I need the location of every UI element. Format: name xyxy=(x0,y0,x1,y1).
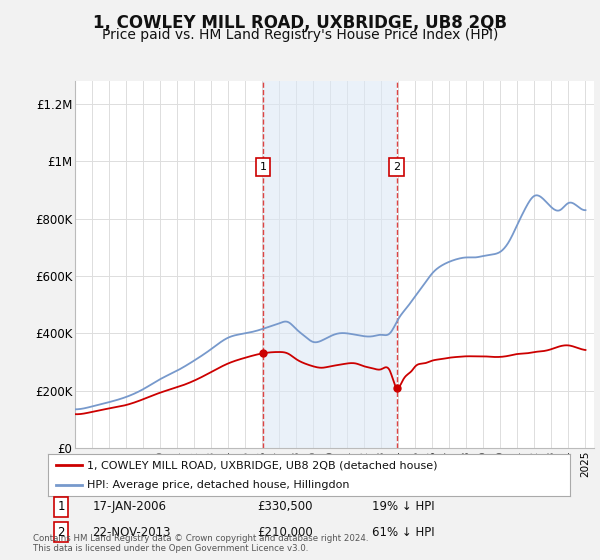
Text: 1: 1 xyxy=(58,500,65,513)
Text: HPI: Average price, detached house, Hillingdon: HPI: Average price, detached house, Hill… xyxy=(87,480,350,489)
Text: 2: 2 xyxy=(58,526,65,539)
Text: 61% ↓ HPI: 61% ↓ HPI xyxy=(371,526,434,539)
Text: 22-NOV-2013: 22-NOV-2013 xyxy=(92,526,171,539)
Bar xyxy=(263,81,397,448)
Text: Price paid vs. HM Land Registry's House Price Index (HPI): Price paid vs. HM Land Registry's House … xyxy=(102,28,498,42)
Text: £330,500: £330,500 xyxy=(257,500,313,513)
Text: 1: 1 xyxy=(260,162,266,172)
Text: 1, COWLEY MILL ROAD, UXBRIDGE, UB8 2QB (detached house): 1, COWLEY MILL ROAD, UXBRIDGE, UB8 2QB (… xyxy=(87,460,437,470)
Text: 19% ↓ HPI: 19% ↓ HPI xyxy=(371,500,434,513)
Text: 1, COWLEY MILL ROAD, UXBRIDGE, UB8 2QB: 1, COWLEY MILL ROAD, UXBRIDGE, UB8 2QB xyxy=(93,14,507,32)
Text: Contains HM Land Registry data © Crown copyright and database right 2024.
This d: Contains HM Land Registry data © Crown c… xyxy=(33,534,368,553)
Text: £210,000: £210,000 xyxy=(257,526,313,539)
Text: 2: 2 xyxy=(393,162,400,172)
Text: 17-JAN-2006: 17-JAN-2006 xyxy=(92,500,166,513)
